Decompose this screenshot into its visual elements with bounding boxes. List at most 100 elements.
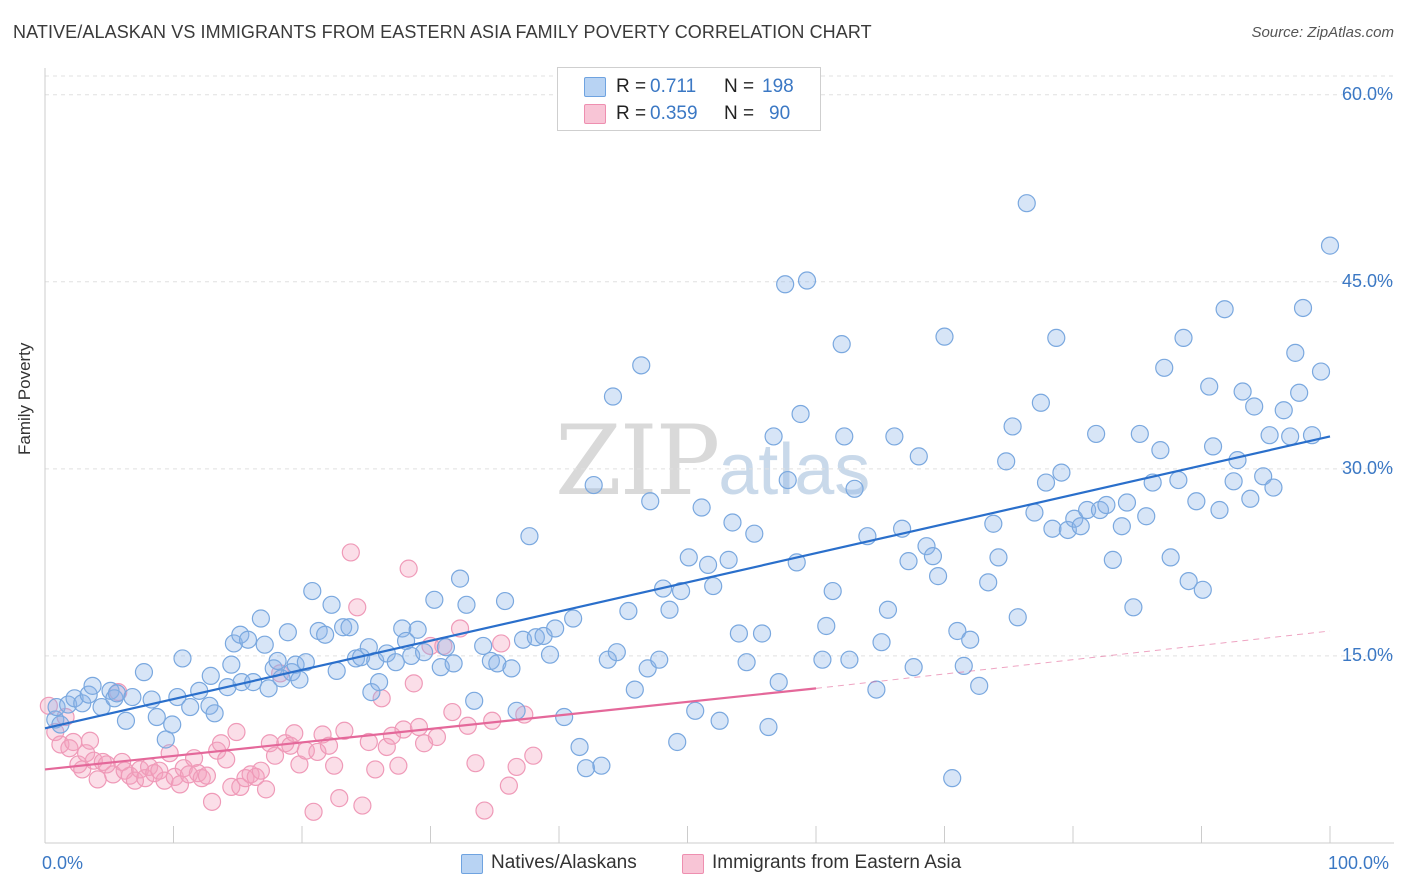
- data-point-natives: [259, 679, 278, 698]
- data-point-natives: [1169, 470, 1188, 490]
- data-point-natives: [488, 654, 507, 673]
- data-point-natives: [238, 630, 258, 649]
- x-tick-label-max: 100.0%: [1328, 853, 1390, 873]
- data-point-natives: [845, 479, 864, 498]
- data-point-natives: [984, 514, 1003, 533]
- data-point-natives: [1047, 328, 1066, 348]
- data-point-immigrants: [377, 737, 396, 757]
- data-point-natives: [867, 680, 886, 699]
- data-point-immigrants: [80, 731, 100, 750]
- data-point-natives: [928, 567, 948, 586]
- data-point-natives: [123, 687, 142, 707]
- data-point-immigrants: [335, 721, 354, 740]
- data-point-natives: [1078, 500, 1097, 520]
- data-point-natives: [520, 527, 539, 546]
- data-point-natives: [769, 673, 788, 692]
- data-point-natives: [1228, 451, 1247, 470]
- data-point-natives: [268, 651, 287, 671]
- data-point-natives: [222, 655, 241, 674]
- data-point-natives: [1112, 517, 1131, 536]
- watermark-zip: ZIP: [555, 405, 720, 517]
- data-point-natives: [1151, 441, 1170, 460]
- data-point-natives: [1174, 328, 1193, 348]
- data-point-natives: [979, 573, 998, 592]
- data-point-natives: [835, 427, 854, 446]
- data-point-natives: [83, 676, 102, 695]
- data-point-natives: [457, 595, 476, 614]
- data-point-immigrants: [492, 634, 511, 653]
- data-point-natives: [1130, 424, 1149, 444]
- data-point-immigrants: [319, 736, 339, 755]
- data-point-natives: [797, 271, 817, 290]
- legend-label-natives: Natives/Alaskans: [491, 852, 637, 873]
- data-point-immigrants: [404, 674, 423, 693]
- data-point-natives: [650, 650, 669, 669]
- data-point-immigrants: [394, 720, 413, 739]
- data-point-natives: [970, 676, 989, 695]
- data-point-natives: [156, 730, 175, 749]
- data-point-natives: [1117, 493, 1137, 512]
- legend-swatch-immigrants: [584, 104, 606, 124]
- data-point-natives: [878, 600, 898, 619]
- y-tick-label: 60.0%: [1341, 83, 1393, 104]
- data-point-natives: [327, 661, 346, 680]
- data-point-natives: [1103, 550, 1122, 569]
- trend-lines: [44, 435, 1331, 771]
- data-point-natives: [526, 628, 545, 647]
- data-point-immigrants: [524, 746, 543, 765]
- data-point-natives: [813, 650, 832, 669]
- data-point-natives: [362, 682, 381, 702]
- data-point-natives: [917, 537, 936, 556]
- series-natives-alaskans: [46, 194, 1340, 788]
- data-point-natives: [1137, 507, 1156, 526]
- legend-n-value: 90: [769, 103, 791, 124]
- data-point-natives: [1254, 467, 1273, 486]
- data-point-natives: [107, 684, 127, 703]
- data-point-natives: [334, 618, 353, 637]
- data-point-natives: [181, 697, 200, 717]
- data-point-natives: [1245, 397, 1264, 416]
- data-point-natives: [1281, 427, 1300, 446]
- data-point-natives: [444, 654, 463, 673]
- data-point-natives: [817, 616, 836, 636]
- data-point-natives: [173, 649, 192, 668]
- y-tick-label: 45.0%: [1341, 270, 1393, 291]
- data-point-immigrants: [265, 746, 285, 765]
- data-point-natives: [555, 707, 574, 727]
- data-point-natives: [502, 659, 521, 678]
- data-point-immigrants: [443, 702, 462, 722]
- data-point-natives: [625, 680, 644, 699]
- data-point-natives: [546, 619, 565, 638]
- data-point-natives: [1210, 500, 1229, 520]
- data-point-natives: [723, 513, 742, 532]
- data-point-natives: [1286, 343, 1305, 362]
- y-tick-label: 15.0%: [1341, 644, 1393, 665]
- data-point-natives: [1311, 362, 1331, 381]
- legend-swatch-natives: [584, 77, 606, 97]
- data-point-immigrants: [251, 761, 270, 780]
- data-point-natives: [1264, 478, 1283, 497]
- data-point-natives: [1161, 548, 1180, 567]
- legend-r-label: R =: [616, 76, 647, 97]
- data-point-natives: [386, 653, 405, 672]
- data-point-natives: [278, 623, 297, 642]
- data-point-immigrants: [120, 766, 139, 785]
- legend-n-label: N =: [724, 103, 755, 124]
- trend-line-natives: [44, 435, 1331, 730]
- data-point-natives: [791, 404, 810, 424]
- data-point-natives: [408, 620, 427, 639]
- data-point-immigrants: [507, 757, 526, 777]
- legend-label-immigrants: Immigrants from Eastern Asia: [712, 852, 962, 873]
- data-point-natives: [425, 590, 444, 609]
- data-point-natives: [778, 470, 797, 490]
- data-point-natives: [436, 638, 456, 657]
- data-point-natives: [764, 427, 783, 446]
- data-point-natives: [474, 636, 493, 656]
- data-point-natives: [1274, 401, 1293, 420]
- data-point-natives: [619, 601, 638, 621]
- data-point-natives: [1071, 517, 1090, 536]
- data-point-immigrants: [366, 760, 385, 779]
- data-point-immigrants: [197, 766, 217, 785]
- data-point-immigrants: [466, 754, 485, 773]
